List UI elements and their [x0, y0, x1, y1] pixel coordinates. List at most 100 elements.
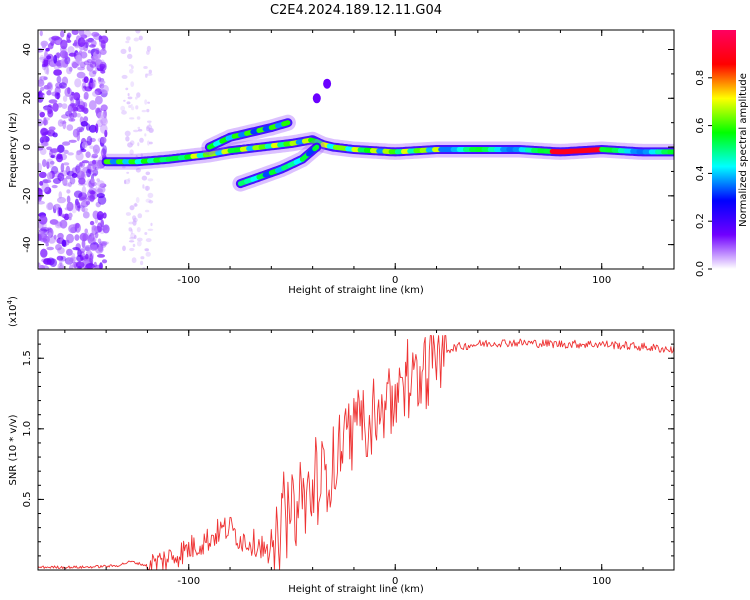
- noise-speck: [63, 149, 69, 154]
- noise-speck: [46, 202, 54, 211]
- noise-speck: [81, 239, 86, 249]
- noise-speck: [38, 171, 47, 179]
- noise-speck: [89, 235, 97, 244]
- noise-speck: [128, 240, 135, 243]
- noise-speck: [147, 178, 154, 182]
- noise-speck: [39, 54, 45, 63]
- noise-speck: [62, 119, 67, 130]
- noise-speck: [83, 60, 90, 66]
- noise-speck: [100, 123, 108, 134]
- spectral-blob: [312, 93, 321, 104]
- noise-speck: [96, 188, 103, 194]
- snr-y-multiplier-exponent: 4: [6, 299, 14, 304]
- noise-speck: [94, 217, 98, 224]
- noise-speck: [120, 105, 126, 112]
- noise-speck: [38, 142, 41, 147]
- snr-x-tick-label: 0: [392, 576, 398, 587]
- noise-speck: [38, 109, 43, 114]
- snr-y-tick-label: 0.5: [22, 491, 33, 507]
- noise-speck: [38, 79, 45, 87]
- noise-speck: [48, 99, 58, 104]
- noise-speck: [58, 82, 67, 89]
- noise-speck: [47, 109, 54, 118]
- noise-speck: [66, 32, 72, 39]
- noise-speck: [127, 96, 133, 100]
- noise-speck: [137, 128, 143, 132]
- noise-speck: [129, 149, 134, 155]
- noise-speck: [147, 120, 152, 123]
- noise-speck: [126, 171, 130, 174]
- noise-speck: [145, 73, 148, 78]
- noise-speck: [62, 59, 69, 68]
- noise-speck: [99, 48, 107, 56]
- noise-speck: [104, 129, 108, 138]
- noise-speck: [86, 63, 94, 72]
- snr-panel: -100 0 100 0.5 1.0 1.5 Height of straight lin…: [6, 296, 675, 595]
- noise-speck: [148, 127, 154, 133]
- noise-speck: [136, 237, 143, 242]
- noise-speck: [83, 76, 89, 84]
- noise-speck: [84, 39, 89, 45]
- noise-speck: [78, 177, 86, 185]
- noise-speck: [69, 256, 78, 262]
- noise-speck: [96, 180, 105, 188]
- noise-speck: [41, 182, 50, 193]
- noise-speck: [101, 259, 108, 264]
- noise-speck: [136, 240, 142, 247]
- noise-speck: [133, 203, 138, 207]
- noise-speck: [135, 96, 138, 100]
- noise-speck: [66, 201, 74, 212]
- noise-speck: [139, 137, 144, 143]
- noise-speck: [92, 70, 97, 75]
- noise-speck: [54, 92, 61, 100]
- noise-speck: [88, 100, 97, 111]
- snr-x-tick-label: 100: [592, 576, 611, 587]
- noise-speck: [102, 224, 110, 234]
- noise-speck: [66, 248, 73, 256]
- noise-speck: [76, 254, 83, 262]
- noise-speck: [84, 86, 93, 92]
- noise-speck: [101, 225, 108, 231]
- noise-speck: [125, 136, 130, 142]
- noise-speck: [64, 87, 72, 97]
- noise-speck: [48, 126, 56, 131]
- noise-speck: [43, 58, 49, 67]
- noise-speck: [43, 258, 52, 265]
- noise-speck: [94, 47, 100, 55]
- spectrogram-frame: [37, 29, 675, 270]
- noise-speck: [146, 126, 150, 132]
- noise-speck: [76, 170, 85, 180]
- noise-speck: [144, 133, 147, 137]
- noise-speck: [71, 30, 79, 35]
- noise-speck: [42, 57, 50, 68]
- noise-speck: [92, 169, 99, 176]
- noise-speck: [126, 36, 131, 41]
- noise-speck: [51, 35, 60, 41]
- noise-speck: [89, 220, 95, 226]
- noise-speck: [46, 55, 52, 60]
- noise-speck: [58, 207, 63, 217]
- noise-speck: [91, 159, 97, 165]
- colorbar-tick-label: 0.0: [695, 261, 706, 277]
- noise-speck: [62, 162, 70, 166]
- noise-speck: [144, 232, 148, 235]
- noise-speck: [84, 253, 89, 260]
- noise-speck: [51, 184, 58, 189]
- noise-speck: [127, 178, 131, 182]
- noise-speck: [127, 93, 130, 97]
- noise-speck: [129, 68, 134, 74]
- noise-speck: [38, 196, 42, 202]
- noise-speck: [56, 154, 63, 163]
- noise-speck: [100, 84, 109, 94]
- colorbar-tick-label: 0.8: [695, 70, 706, 86]
- noise-speck: [68, 224, 78, 234]
- noise-speck: [66, 189, 71, 194]
- snr-y-multiplier-base: (x10: [8, 304, 19, 327]
- noise-speck: [100, 148, 107, 158]
- noise-speck: [145, 185, 149, 192]
- noise-speck: [144, 185, 150, 191]
- noise-speck: [42, 179, 52, 184]
- noise-speck: [38, 228, 48, 234]
- noise-speck: [87, 234, 93, 244]
- noise-speck: [46, 246, 54, 251]
